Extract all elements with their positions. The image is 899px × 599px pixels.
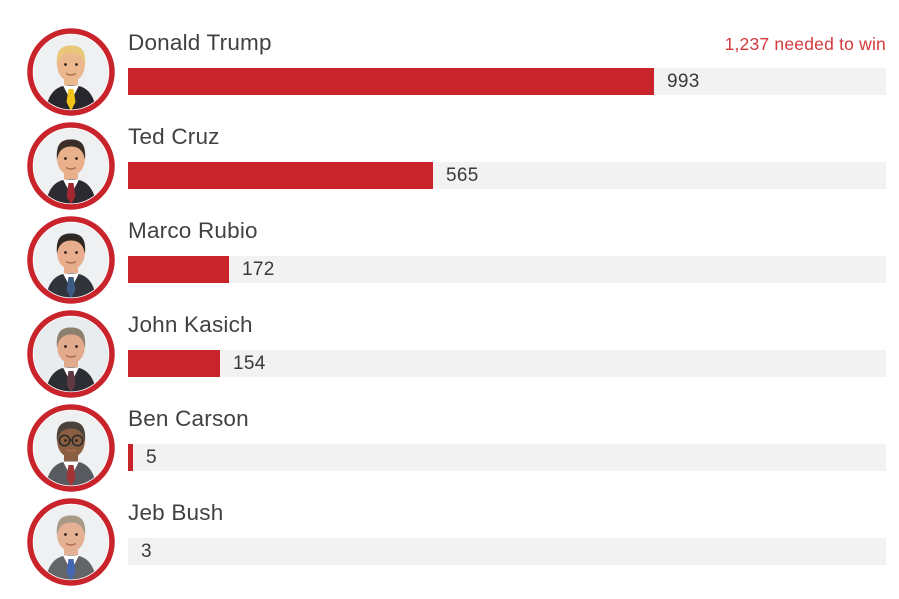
candidate-avatar-icon (27, 498, 115, 586)
candidate-name: John Kasich (128, 312, 253, 337)
delegate-bar-track: 3 (128, 538, 886, 565)
delegate-count: 993 (667, 71, 700, 92)
delegate-count: 3 (141, 541, 152, 562)
delegate-bar (128, 68, 654, 95)
delegate-bar-track: 565 (128, 162, 886, 189)
delegate-bar (128, 162, 433, 189)
candidate-name: Ted Cruz (128, 124, 220, 149)
candidate-avatar-icon (27, 310, 115, 398)
candidate-row: Ted Cruz 565 (0, 118, 899, 212)
delegate-bar (128, 444, 133, 471)
candidate-row: Ben Carson 5 (0, 400, 899, 494)
delegate-bar-track: 154 (128, 350, 886, 377)
candidate-avatar-icon (27, 122, 115, 210)
delegate-count: 5 (146, 447, 157, 468)
delegate-count: 154 (233, 353, 266, 374)
delegate-count: 565 (446, 165, 479, 186)
candidate-name: Marco Rubio (128, 218, 258, 243)
candidate-avatar-icon (27, 404, 115, 492)
delegate-bar (128, 350, 220, 377)
delegate-bar-track: 993 (128, 68, 886, 95)
candidate-name: Jeb Bush (128, 500, 224, 525)
candidate-avatar-icon (27, 28, 115, 116)
candidate-avatar-icon (27, 216, 115, 304)
candidate-row: Donald Trump 993 (0, 24, 899, 118)
needed-to-win-label: 1,237 needed to win (724, 34, 886, 54)
delegate-bar-track: 172 (128, 256, 886, 283)
delegate-bar-track: 5 (128, 444, 886, 471)
candidate-row: Marco Rubio 172 (0, 212, 899, 306)
candidate-name: Ben Carson (128, 406, 249, 431)
candidate-name: Donald Trump (128, 30, 272, 55)
candidate-row: John Kasich 154 (0, 306, 899, 400)
delegate-count: 172 (242, 259, 275, 280)
delegate-bar (128, 256, 229, 283)
candidate-row: Jeb Bush 3 (0, 494, 899, 588)
